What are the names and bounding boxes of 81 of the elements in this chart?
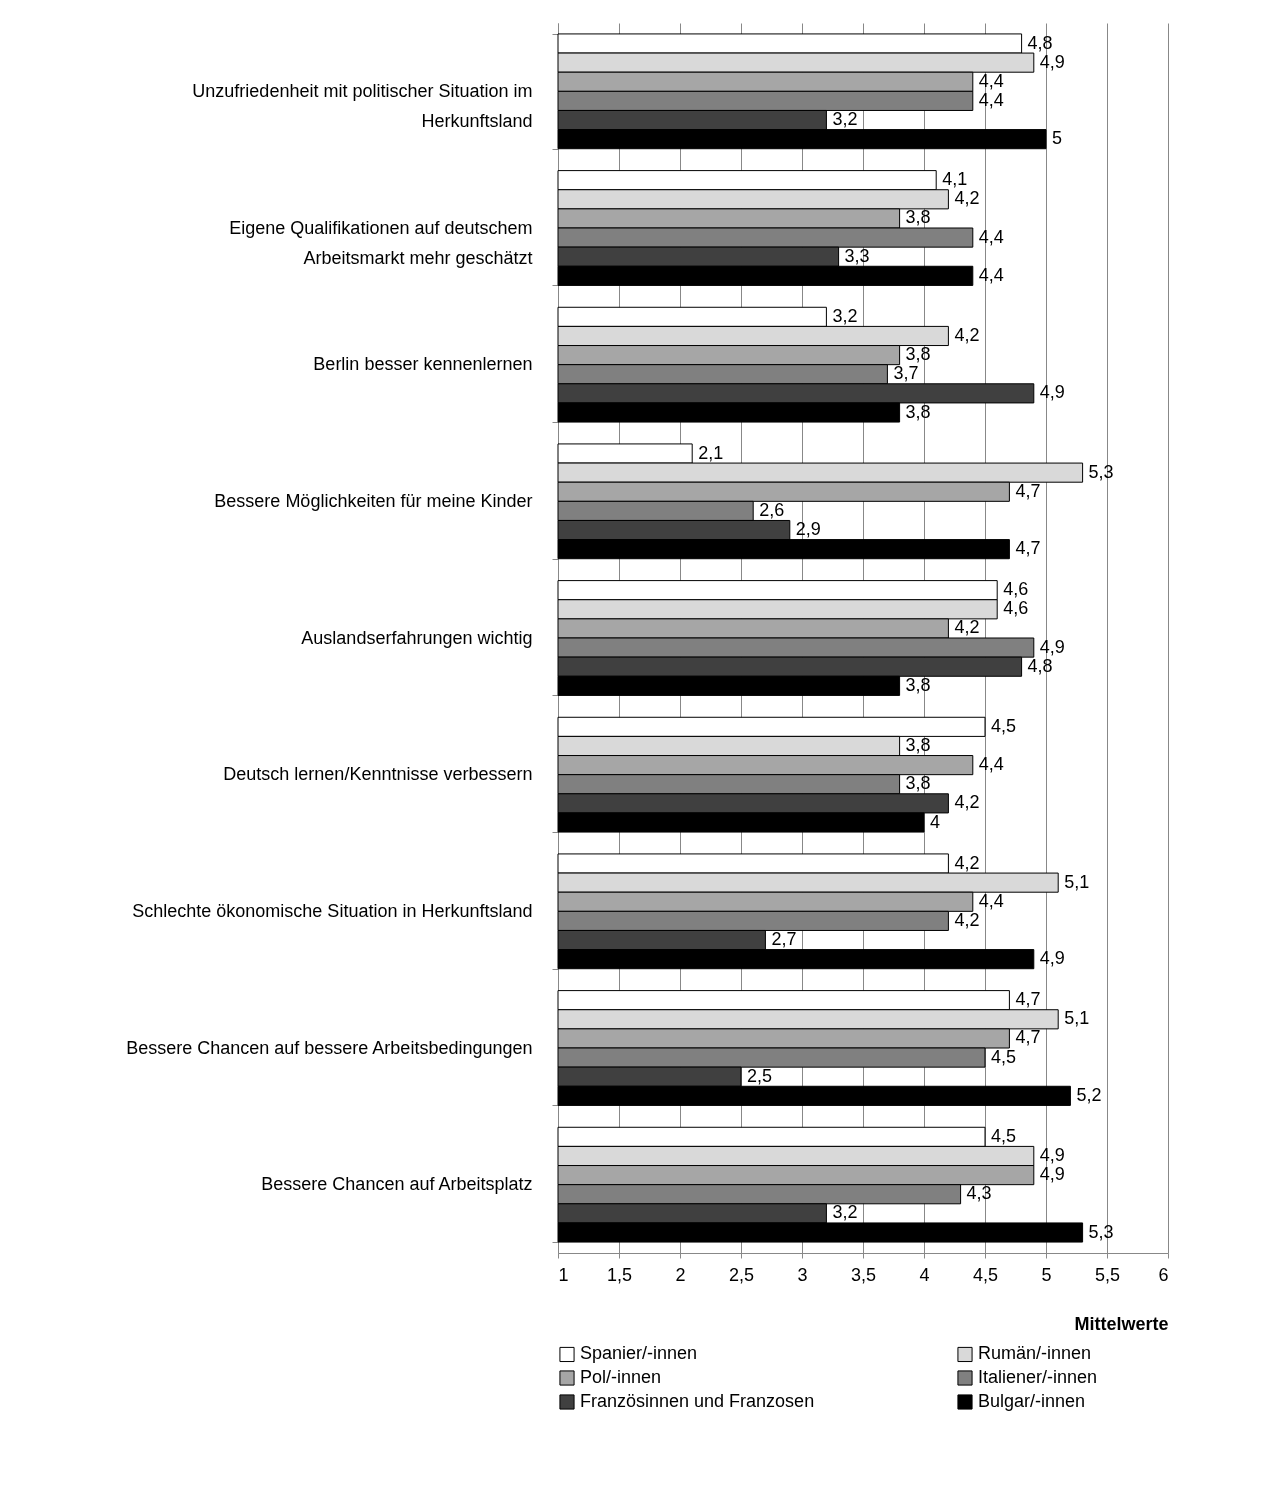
data-label: 4,7: [1015, 480, 1041, 501]
data-label: 4: [930, 811, 941, 832]
data-label: 4,2: [954, 909, 980, 930]
data-label: 4,9: [1039, 51, 1065, 72]
y-tick-label: Auslandserfahrungen wichtig: [301, 627, 533, 648]
x-tick-label: 5: [1041, 1264, 1052, 1285]
legend-label: Französinnen und Franzosen: [580, 1391, 815, 1411]
data-label: 4,5: [991, 1046, 1017, 1067]
legend-label: Rumän/-innen: [978, 1343, 1092, 1364]
x-tick-label: 1,5: [606, 1264, 633, 1285]
data-label: 4,4: [978, 754, 1004, 775]
data-label: 3,3: [844, 245, 870, 266]
data-label: 4,9: [1039, 382, 1065, 403]
data-label: 4,8: [1027, 655, 1053, 676]
data-label: 5,3: [1088, 1221, 1114, 1242]
data-label: 4,4: [978, 89, 1004, 110]
legend-label: Bulgar/-innen: [978, 1391, 1086, 1411]
data-label: 4,6: [1003, 598, 1029, 619]
data-label: 4,2: [954, 792, 980, 813]
y-tick-label: Bessere Chancen auf bessere Arbeitsbedingungen: [126, 1037, 533, 1058]
data-label: 4,2: [954, 617, 980, 638]
data-label: 3,8: [905, 344, 931, 365]
data-label: 4,4: [978, 264, 1004, 285]
data-label: 5,2: [1076, 1084, 1102, 1105]
x-tick-label: 5,5: [1094, 1264, 1121, 1285]
x-tick-label: 4,5: [972, 1264, 999, 1285]
legend-label: Italiener/-innen: [978, 1367, 1098, 1387]
data-label: 5,1: [1064, 1008, 1090, 1029]
data-label: 3,2: [832, 305, 858, 326]
y-tick-label: Eigene Qualifikationen auf deutschem Arbeitsmarkt mehr geschätzt: [229, 217, 533, 268]
data-label: 4,5: [991, 715, 1017, 736]
data-label: 2,6: [759, 499, 785, 520]
y-tick-label: Bessere Chancen auf Arbeitsplatz: [261, 1174, 533, 1195]
data-label: 4,9: [1039, 948, 1065, 969]
data-label: 3,8: [905, 207, 931, 228]
x-tick-label: 2: [675, 1264, 686, 1285]
data-label: 4,2: [954, 324, 980, 345]
data-label: 4,9: [1039, 1144, 1065, 1165]
data-label: 4,2: [954, 188, 980, 209]
data-label: 4,4: [978, 890, 1004, 911]
data-label: 5: [1052, 128, 1063, 149]
data-label: 4,1: [942, 169, 968, 190]
data-label: 4,7: [1015, 989, 1041, 1010]
x-axis-title: Mittelwerte: [1074, 1313, 1169, 1334]
data-label: 3,7: [893, 363, 919, 384]
data-label: 2,7: [771, 929, 797, 950]
data-label: 4,4: [978, 70, 1004, 91]
data-label: 3,8: [905, 734, 931, 755]
data-label: 4,5: [991, 1125, 1017, 1146]
data-label: 4,7: [1015, 538, 1041, 559]
data-label: 4,3: [966, 1183, 992, 1204]
data-label: 3,2: [832, 1202, 858, 1223]
data-label: 4,8: [1027, 32, 1053, 53]
legend-label: Spanier/-innen: [580, 1343, 698, 1364]
data-label: 4,9: [1039, 636, 1065, 657]
x-tick-label: 3,5: [850, 1264, 877, 1285]
data-label: 3,8: [905, 674, 931, 695]
data-label: 4,9: [1039, 1164, 1065, 1185]
y-tick-label: Deutsch lernen/Kenntnisse verbessern: [223, 764, 533, 785]
x-tick-label: 2,5: [728, 1264, 755, 1285]
data-label: 4,4: [978, 226, 1004, 247]
y-tick-label: Berlin besser kennenlernen: [313, 354, 533, 375]
y-tick-label: Unzufriedenheit mit politischer Situation im Herkunftsland: [192, 80, 533, 131]
data-label: 2,1: [698, 442, 724, 463]
x-tick-label: 1: [558, 1264, 569, 1285]
data-label: 3,2: [832, 109, 858, 130]
data-label: 4,7: [1015, 1027, 1041, 1048]
data-label: 4,6: [1003, 579, 1029, 600]
y-tick-label: Schlechte ökonomische Situation in Herkunftsland: [132, 900, 533, 921]
x-tick-label: 3: [797, 1264, 808, 1285]
data-label: 2,5: [747, 1065, 773, 1086]
data-label: 3,8: [905, 401, 931, 422]
data-label: 5,3: [1088, 461, 1114, 482]
data-label: 2,9: [795, 519, 821, 540]
data-label: 5,1: [1064, 871, 1090, 892]
y-tick-label: Bessere Möglichkeiten für meine Kinder: [214, 490, 533, 511]
legend-label: Pol/-innen: [580, 1367, 662, 1387]
data-label: 4,2: [954, 852, 980, 873]
data-label: 3,8: [905, 773, 931, 794]
x-tick-label: 6: [1158, 1264, 1169, 1285]
x-tick-label: 4: [919, 1264, 930, 1285]
